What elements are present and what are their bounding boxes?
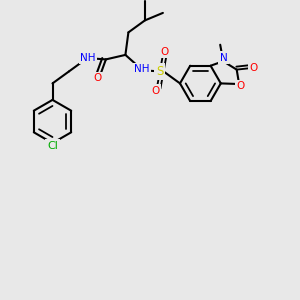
Text: O: O: [160, 47, 169, 57]
Text: O: O: [250, 63, 258, 73]
Text: S: S: [156, 65, 164, 78]
Text: O: O: [236, 81, 245, 92]
Text: O: O: [151, 86, 160, 96]
Text: O: O: [93, 73, 102, 83]
Text: Cl: Cl: [47, 141, 58, 151]
Text: N: N: [220, 52, 228, 63]
Text: NH: NH: [134, 64, 150, 74]
Text: NH: NH: [80, 53, 96, 63]
